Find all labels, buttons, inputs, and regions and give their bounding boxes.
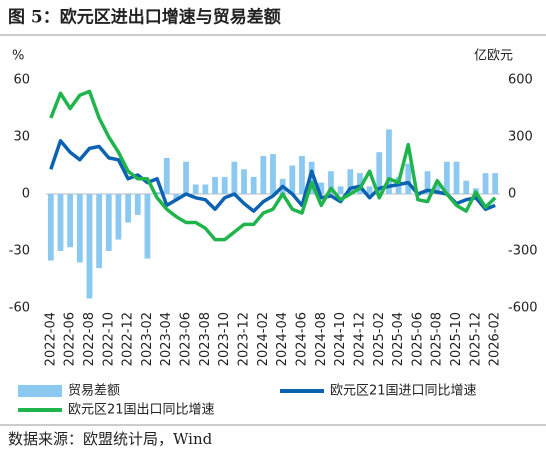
- bar: [260, 156, 267, 194]
- bar: [453, 161, 460, 194]
- legend-label: 欧元区21国出口同比增速: [68, 403, 215, 418]
- bar: [492, 173, 499, 194]
- x-tick-label: 2023-04: [159, 312, 174, 366]
- bar: [270, 154, 276, 194]
- bar: [221, 176, 228, 194]
- bar: [154, 192, 160, 194]
- x-tick-label: 2025-04: [391, 312, 406, 366]
- bar: [366, 186, 373, 194]
- x-tick-label: 2024-08: [314, 312, 329, 366]
- y-unit: %: [12, 49, 24, 64]
- x-tick-label: 2022-10: [101, 312, 116, 366]
- x-tick-label: 2022-04: [43, 312, 58, 366]
- y2-unit: 亿欧元: [474, 49, 513, 64]
- y2-tick-label: 300: [508, 130, 533, 145]
- bar: [173, 194, 180, 200]
- chart-title: 图 5：欧元区进出口增速与贸易差额: [8, 7, 281, 28]
- legend-swatch: [18, 385, 62, 397]
- bar: [318, 182, 325, 194]
- bar: [308, 161, 315, 194]
- x-tick-label: 2025-06: [410, 312, 425, 366]
- bar: [386, 129, 392, 194]
- bar: [337, 186, 344, 194]
- x-tick-label: 2024-06: [294, 312, 309, 366]
- x-tick-label: 2024-12: [352, 312, 367, 366]
- bar: [357, 173, 363, 194]
- y2-tick-label: 600: [508, 73, 533, 88]
- bar: [67, 194, 74, 248]
- bar: [144, 194, 151, 259]
- source: 数据来源：欧盟统计局，Wind: [8, 430, 213, 448]
- bar: [212, 176, 218, 194]
- bar: [125, 194, 132, 223]
- bar: [86, 194, 93, 299]
- bar: [183, 161, 189, 194]
- y2-tick-label: -300: [508, 244, 538, 259]
- bar: [463, 180, 470, 194]
- bar: [57, 194, 64, 251]
- y-tick-label: 0: [22, 187, 30, 202]
- bar: [231, 161, 238, 194]
- bar: [376, 152, 383, 194]
- x-tick-label: 2023-06: [179, 312, 194, 366]
- line: [49, 139, 496, 213]
- x-tick-label: 2023-08: [198, 312, 213, 366]
- bar: [96, 194, 103, 269]
- legend-label: 欧元区21国进口同比增速: [330, 384, 477, 399]
- bar: [482, 173, 489, 194]
- x-tick-label: 2024-04: [275, 312, 290, 366]
- y2-tick-label: 0: [508, 187, 516, 202]
- line: [49, 89, 497, 242]
- bar: [163, 157, 170, 194]
- bar: [299, 156, 305, 194]
- bar: [192, 184, 199, 194]
- bar: [434, 184, 441, 194]
- y-tick-label: -30: [9, 244, 30, 259]
- bar: [250, 176, 257, 194]
- x-tick-label: 2025-08: [430, 312, 445, 366]
- bar: [115, 194, 122, 240]
- x-tick-label: 2026-02: [488, 312, 503, 366]
- y2-tick-label: -600: [508, 301, 538, 316]
- x-tick-label: 2025-10: [449, 312, 464, 366]
- y-tick-label: 60: [13, 73, 30, 88]
- bar: [443, 161, 450, 194]
- bar: [202, 184, 209, 194]
- x-tick-label: 2022-12: [121, 312, 136, 366]
- x-tick-label: 2022-08: [82, 312, 97, 366]
- x-tick-label: 2022-06: [63, 312, 78, 366]
- bar: [424, 171, 431, 194]
- bar: [134, 194, 141, 215]
- y-tick-label: 30: [13, 130, 30, 145]
- bar: [289, 165, 296, 194]
- x-tick-label: 2023-12: [237, 312, 252, 366]
- x-tick-label: 2024-02: [256, 312, 271, 366]
- bar: [105, 194, 112, 251]
- bar: [347, 169, 354, 194]
- bar: [328, 171, 334, 194]
- x-tick-label: 2023-10: [217, 312, 232, 366]
- legend-label: 贸易差额: [68, 384, 120, 399]
- x-tick-label: 2024-10: [333, 312, 348, 366]
- x-tick-label: 2023-02: [140, 312, 155, 366]
- x-tick-label: 2025-02: [372, 312, 387, 366]
- bar: [76, 194, 83, 263]
- bar: [405, 163, 412, 194]
- bar: [47, 194, 54, 261]
- y-tick-label: -60: [9, 301, 30, 316]
- x-tick-label: 2025-12: [468, 312, 483, 366]
- bar: [241, 169, 247, 194]
